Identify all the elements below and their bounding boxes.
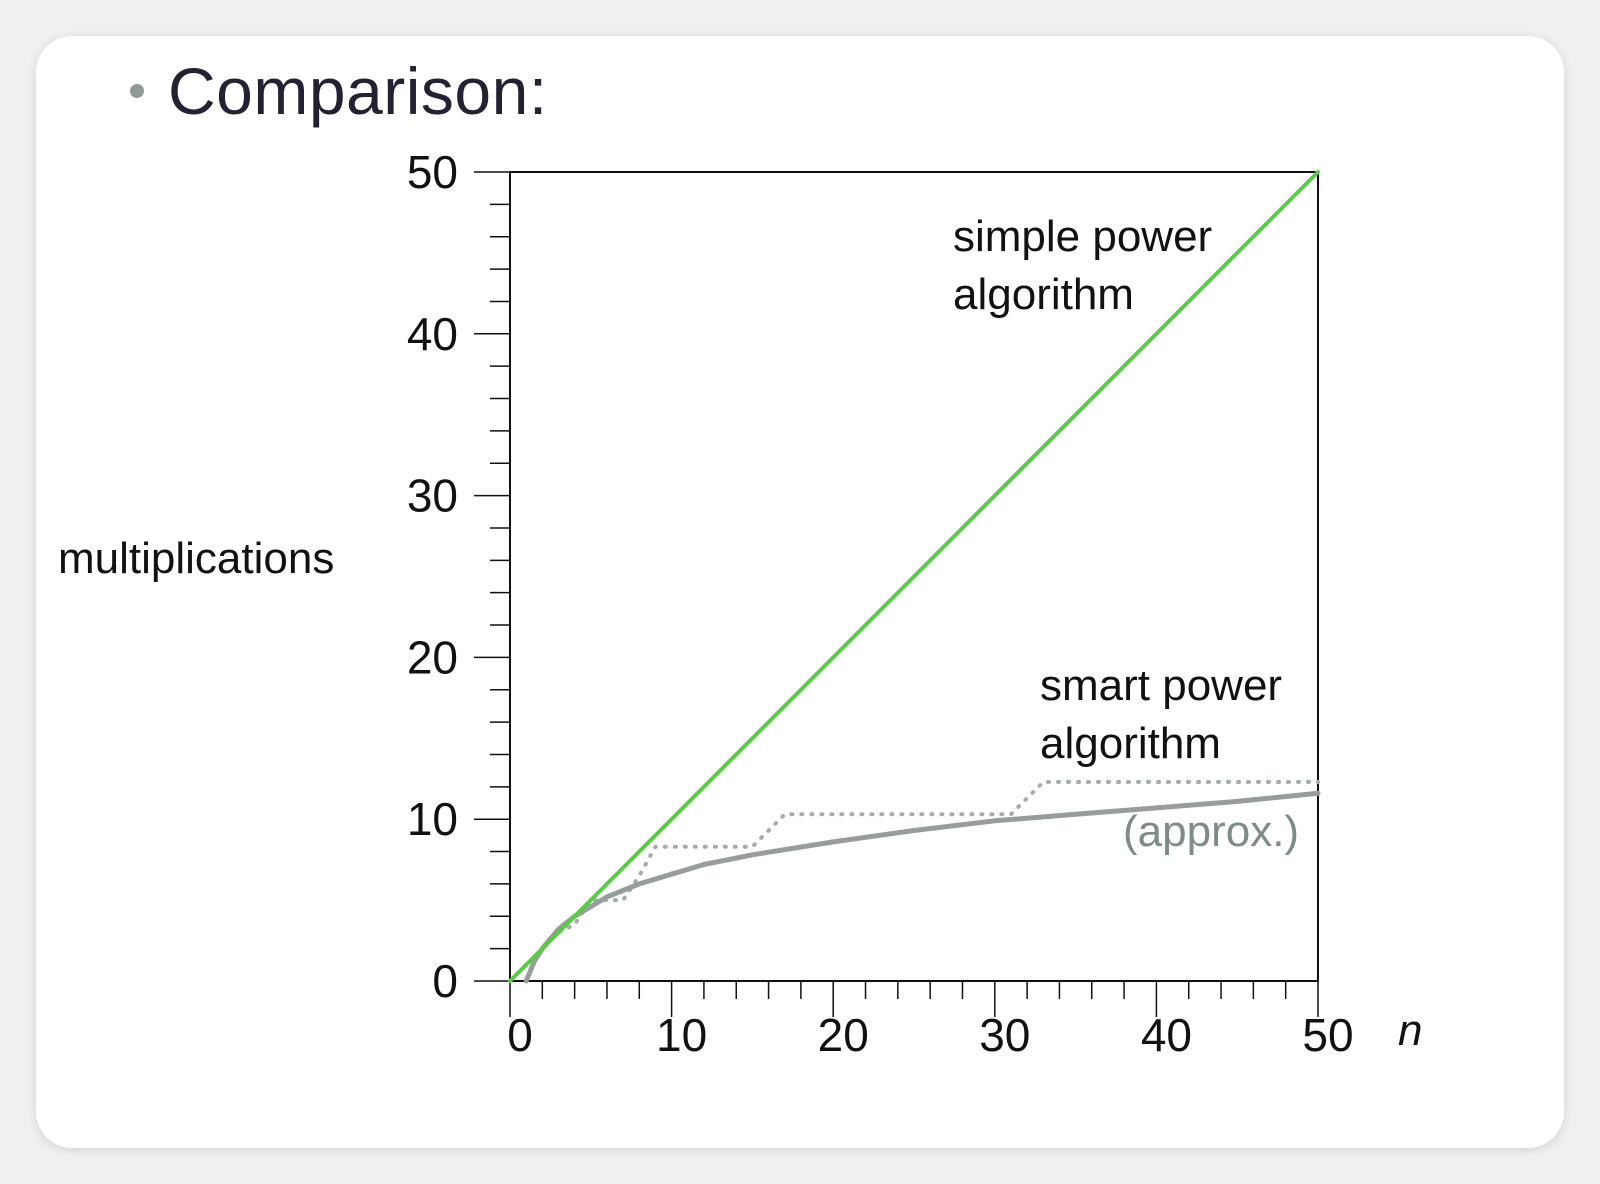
y-tick-label: 0 — [432, 955, 458, 1007]
x-tick-label: 50 — [1302, 1009, 1353, 1061]
y-tick-label: 30 — [407, 470, 458, 522]
simple-annotation-line-1: simple power — [953, 212, 1212, 261]
smart-annotation-line-1: smart power — [1040, 661, 1282, 710]
simple-annotation-line-2: algorithm — [953, 270, 1134, 319]
x-axis-label: n — [1398, 1006, 1422, 1055]
approx-annotation: (approx.) — [1123, 807, 1299, 856]
x-tick-label: 10 — [656, 1009, 707, 1061]
series-line-smart-exact — [508, 780, 1320, 983]
y-tick-label: 20 — [407, 631, 458, 683]
bullet-dot-icon — [130, 84, 144, 98]
series-layer — [508, 170, 1321, 984]
x-tick-label: 40 — [1141, 1009, 1192, 1061]
x-tick-label: 20 — [818, 1009, 869, 1061]
plot-frame — [509, 171, 1319, 982]
x-tick-label: 30 — [979, 1009, 1030, 1061]
y-tick-label: 40 — [407, 308, 458, 360]
y-tick-label: 10 — [407, 793, 458, 845]
slide-card — [36, 36, 1564, 1148]
bullet-item: Comparison: — [130, 54, 548, 128]
x-tick-label: 0 — [507, 1009, 533, 1061]
slide-bullet-title: Comparison: — [168, 54, 548, 128]
label-layer: multiplications n simple power algorithm… — [58, 212, 1422, 1055]
smart-annotation-line-2: algorithm — [1040, 719, 1221, 768]
y-axis-label: multiplications — [58, 534, 334, 583]
y-tick-label: 50 — [407, 146, 458, 198]
axes-layer: 0 10 20 30 40 50 0 10 20 30 40 50 — [407, 146, 1354, 1061]
series-line-simple — [508, 170, 1320, 983]
